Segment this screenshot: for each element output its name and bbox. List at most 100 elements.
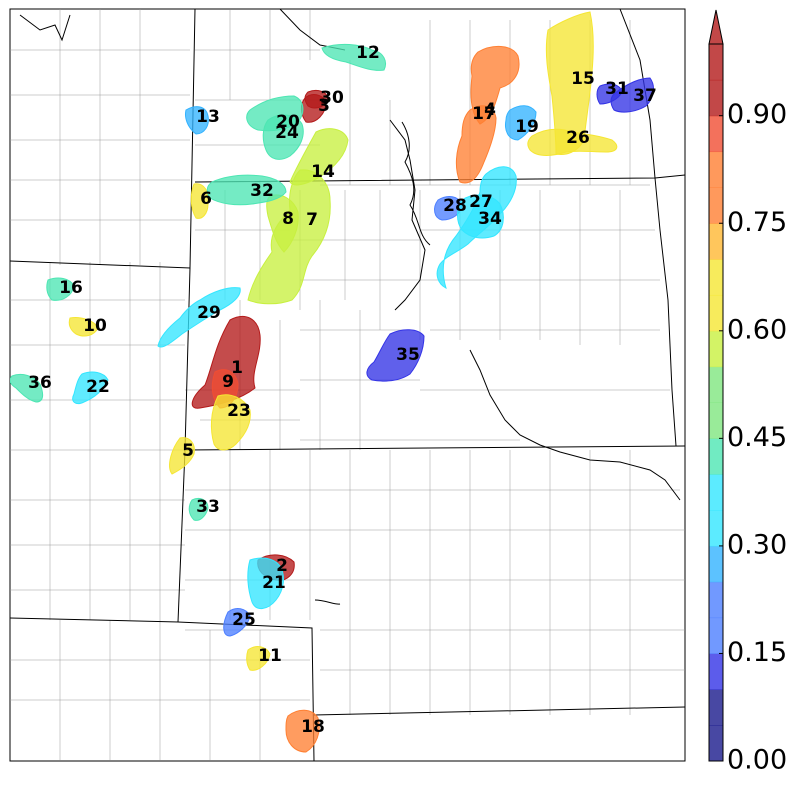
region-30 xyxy=(304,89,329,109)
region-25 xyxy=(223,608,251,637)
colorbar-extend-arrow xyxy=(708,9,724,45)
region-22 xyxy=(72,371,109,405)
region-19 xyxy=(505,105,537,141)
region-33 xyxy=(188,497,209,521)
colorbar-tick-label: 0.45 xyxy=(727,422,787,453)
region-label-23: 23 xyxy=(227,401,251,421)
region-17 xyxy=(455,105,497,184)
region-16 xyxy=(46,277,75,301)
colorbar-segment xyxy=(709,223,723,260)
region-label-24: 24 xyxy=(275,123,299,143)
colorbar-ticks: 0.00 0.15 0.30 0.45 0.60 0.75 0.90 xyxy=(719,99,787,776)
colorbar-segment xyxy=(709,151,723,188)
region-14 xyxy=(289,128,349,186)
region-label-25: 25 xyxy=(232,610,256,630)
region-label-21: 21 xyxy=(262,573,286,593)
region-label-10: 10 xyxy=(83,316,107,336)
colorbar-tick-label: 0.00 xyxy=(727,745,787,776)
region-label-36: 36 xyxy=(28,373,52,393)
colorbar-segment xyxy=(709,115,723,153)
region-37 xyxy=(610,77,654,113)
region-8 xyxy=(266,194,299,253)
colorbar-segment xyxy=(709,581,723,619)
region-label-29: 29 xyxy=(197,303,221,323)
region-29 xyxy=(157,287,241,348)
region-label-17: 17 xyxy=(472,104,496,124)
region-28 xyxy=(434,196,463,221)
region-label-14: 14 xyxy=(311,162,335,182)
region-labels: 123 4567891011121314151617181920212223242… xyxy=(28,43,657,737)
region-24 xyxy=(262,114,304,160)
region-5 xyxy=(169,437,195,475)
colorbar-segment xyxy=(709,545,723,583)
region-26 xyxy=(527,128,618,156)
colorbar-tick-label: 0.30 xyxy=(727,529,787,560)
region-label-18: 18 xyxy=(301,717,325,737)
region-18 xyxy=(285,709,320,753)
region-label-16: 16 xyxy=(59,278,83,298)
probability-regions xyxy=(10,11,654,753)
colorbar-segment xyxy=(709,330,723,368)
region-label-26: 26 xyxy=(566,128,590,148)
colorbar-segment xyxy=(709,402,723,439)
colorbar-segment xyxy=(709,259,723,296)
region-label-15: 15 xyxy=(571,69,595,89)
region-12 xyxy=(321,43,386,71)
colorbar-outline xyxy=(708,43,724,762)
region-23 xyxy=(210,394,251,451)
region-label-37: 37 xyxy=(633,86,657,106)
region-label-12: 12 xyxy=(356,43,380,63)
region-11 xyxy=(246,646,271,671)
region-label-2: 2 xyxy=(276,556,288,576)
colorbar-tick-label: 0.90 xyxy=(727,99,787,130)
colorbar-segment xyxy=(709,474,723,511)
colorbar-segments xyxy=(709,44,723,762)
colorbar-tick-label: 0.75 xyxy=(727,207,787,238)
region-13 xyxy=(185,106,209,135)
region-label-28: 28 xyxy=(443,196,467,216)
colorbar-segment xyxy=(709,510,723,547)
colorbar-tick-label: 0.60 xyxy=(727,314,787,345)
region-label-11: 11 xyxy=(258,646,282,666)
region-36 xyxy=(10,373,44,403)
region-label-7: 7 xyxy=(306,210,318,230)
colorbar-segment xyxy=(709,44,723,81)
region-label-4: 4 xyxy=(484,100,496,120)
region-label-31: 31 xyxy=(605,79,629,99)
region-label-32: 32 xyxy=(250,181,274,201)
region-35 xyxy=(366,329,425,382)
colorbar-segment xyxy=(709,366,723,403)
region-label-30: 30 xyxy=(320,88,344,108)
region-label-13: 13 xyxy=(196,107,220,127)
region-label-33: 33 xyxy=(196,497,220,517)
region-label-9: 9 xyxy=(222,372,234,392)
region-label-1: 1 xyxy=(231,358,243,378)
region-label-20: 20 xyxy=(276,112,300,132)
region-label-8: 8 xyxy=(282,209,294,229)
colorbar-segment xyxy=(709,653,723,690)
region-label-27: 27 xyxy=(469,192,493,212)
colorbar-tick-label: 0.15 xyxy=(727,637,787,668)
region-10 xyxy=(68,317,99,337)
region-32 xyxy=(206,174,287,206)
region-label-22: 22 xyxy=(86,377,110,397)
colorbar-segment xyxy=(709,725,723,762)
colorbar-segment xyxy=(709,438,723,475)
colorbar-segment xyxy=(709,187,723,224)
region-label-6: 6 xyxy=(200,189,212,209)
region-6 xyxy=(190,183,209,219)
colorbar-segment xyxy=(709,617,723,654)
region-label-19: 19 xyxy=(515,117,539,137)
colorbar-segment xyxy=(709,689,723,726)
region-34 xyxy=(457,194,504,239)
region-21 xyxy=(247,557,284,609)
colorbar: 0.00 0.15 0.30 0.45 0.60 0.75 0.90 xyxy=(708,9,787,776)
region-label-3: 3 xyxy=(318,96,330,116)
colorbar-segment xyxy=(709,79,723,117)
region-label-35: 35 xyxy=(396,345,420,365)
region-label-34: 34 xyxy=(478,209,502,229)
colorbar-segment xyxy=(709,294,723,332)
region-4 xyxy=(470,46,520,125)
region-label-5: 5 xyxy=(182,441,194,461)
